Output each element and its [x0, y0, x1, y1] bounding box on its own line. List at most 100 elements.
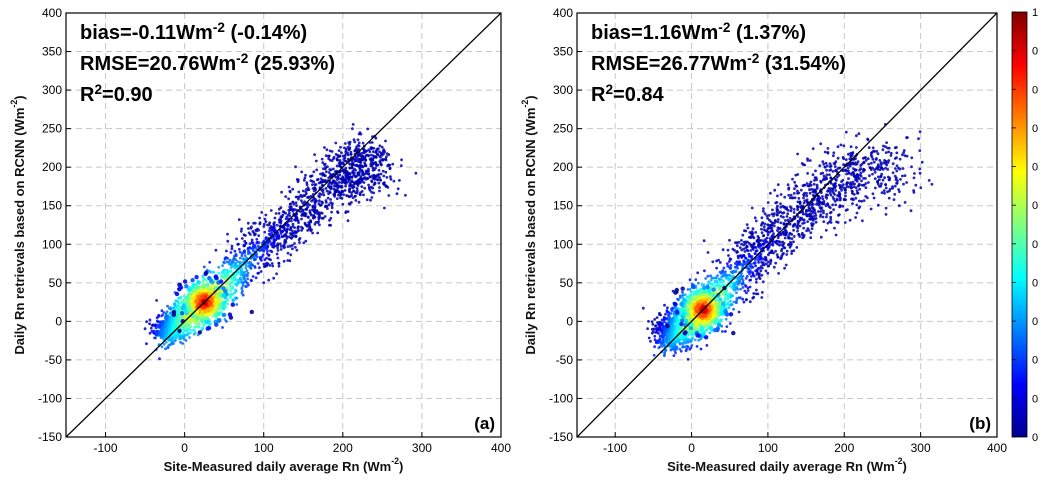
density-point — [738, 246, 742, 250]
density-point — [829, 218, 833, 221]
density-point — [268, 226, 272, 230]
density-point — [828, 189, 832, 193]
density-point — [302, 241, 306, 245]
density-point — [240, 227, 244, 231]
density-point — [336, 183, 339, 187]
density-point — [873, 177, 877, 181]
density-point — [354, 191, 358, 195]
density-point — [356, 138, 360, 142]
density-point — [367, 169, 370, 173]
density-point — [262, 262, 266, 266]
density-point — [361, 158, 365, 162]
density-point — [338, 154, 342, 158]
density-point — [876, 152, 880, 156]
density-point — [342, 169, 346, 173]
density-point — [377, 173, 381, 176]
density-point — [208, 269, 211, 273]
density-point — [342, 193, 345, 197]
density-point — [315, 168, 319, 172]
y-tick-label: 0 — [55, 314, 62, 328]
density-core — [181, 304, 186, 309]
density-point — [297, 229, 301, 232]
density-point — [254, 276, 258, 280]
density-point — [842, 163, 845, 167]
density-point — [375, 178, 379, 181]
density-point — [735, 263, 739, 267]
density-point — [217, 272, 221, 275]
density-point — [281, 226, 285, 230]
density-point — [188, 331, 192, 335]
density-point — [787, 193, 791, 197]
density-point — [758, 266, 761, 270]
density-point — [288, 190, 292, 194]
density-point — [226, 232, 229, 236]
density-point — [226, 257, 230, 260]
density-point — [881, 178, 885, 182]
density-point — [307, 216, 310, 219]
density-point — [285, 229, 288, 233]
density-point — [320, 157, 324, 161]
density-point — [842, 144, 846, 148]
density-point — [880, 191, 884, 195]
density-core — [174, 291, 180, 297]
density-point — [336, 176, 340, 180]
density-point — [252, 245, 255, 249]
density-point — [324, 154, 328, 158]
y-tick-label: 200 — [42, 160, 62, 174]
density-point — [864, 182, 868, 185]
density-point — [182, 323, 186, 327]
density-core — [194, 274, 199, 280]
density-point — [350, 166, 354, 170]
density-point — [266, 262, 270, 266]
density-point — [821, 215, 825, 219]
density-point — [247, 250, 251, 254]
density-point — [864, 186, 868, 190]
density-point — [688, 278, 692, 282]
density-point — [297, 225, 300, 229]
density-point — [886, 146, 889, 150]
density-point — [271, 245, 274, 249]
density-point — [814, 169, 817, 173]
density-point — [793, 187, 796, 191]
density-point — [154, 333, 158, 337]
density-point — [312, 189, 316, 193]
density-core — [182, 279, 188, 284]
density-point — [372, 146, 376, 150]
density-point — [384, 139, 387, 143]
density-point — [313, 209, 316, 213]
density-point — [741, 233, 745, 237]
density-point — [338, 164, 342, 168]
density-point — [197, 325, 201, 329]
density-point — [356, 144, 360, 147]
density-core — [206, 325, 212, 331]
density-point — [182, 334, 186, 338]
density-point — [329, 223, 332, 227]
density-point — [253, 266, 257, 269]
density-point — [826, 147, 830, 150]
density-point — [903, 174, 907, 178]
density-point — [272, 276, 276, 280]
density-point — [831, 187, 835, 191]
density-point — [371, 158, 375, 161]
density-point — [369, 153, 373, 157]
density-point — [845, 181, 849, 185]
density-point — [384, 158, 388, 162]
density-point — [370, 146, 373, 150]
density-point — [752, 292, 756, 295]
density-point — [347, 148, 351, 152]
density-point — [849, 186, 853, 190]
density-point — [906, 136, 909, 139]
density-point — [352, 174, 355, 177]
density-point — [311, 231, 314, 235]
density-point — [709, 274, 712, 278]
density-point — [246, 247, 250, 251]
density-core — [206, 286, 212, 291]
density-core — [221, 292, 227, 298]
density-point — [813, 179, 816, 182]
density-point — [404, 193, 407, 197]
density-point — [383, 181, 386, 185]
density-point — [884, 151, 888, 155]
density-point — [170, 316, 174, 320]
density-point — [203, 277, 207, 281]
density-point — [242, 233, 246, 237]
